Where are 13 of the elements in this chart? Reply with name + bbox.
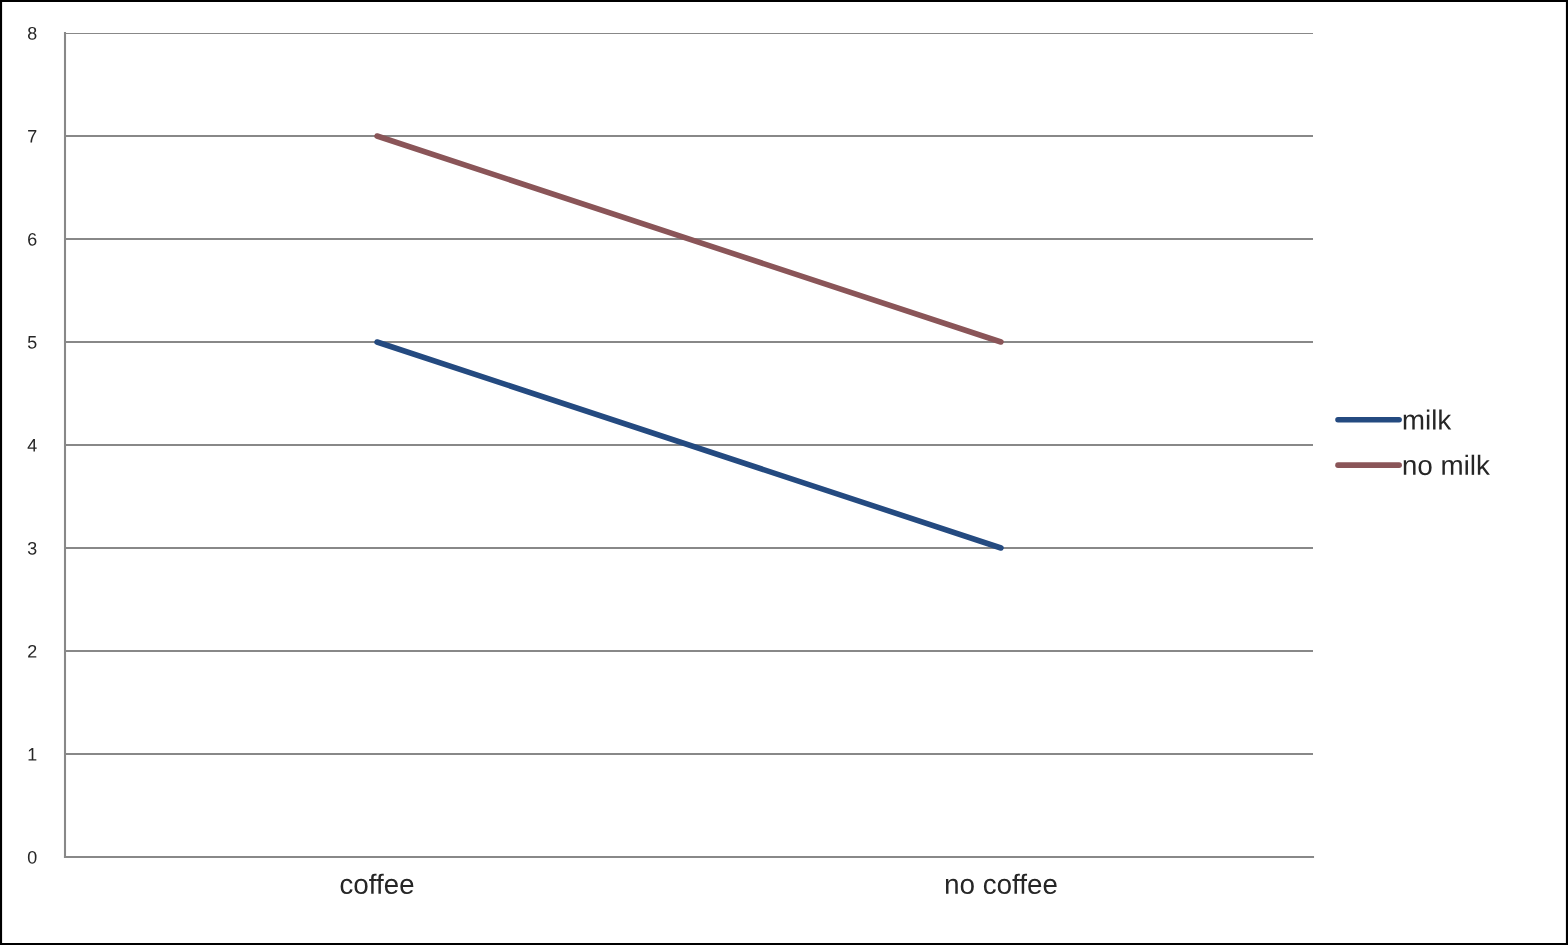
y-tick-label: 2 xyxy=(28,644,37,658)
y-tick-label: 6 xyxy=(28,232,37,246)
y-tick-label: 0 xyxy=(27,850,37,864)
y-tick-label: 3 xyxy=(27,541,37,555)
legend-label: no milk xyxy=(1403,454,1490,476)
y-tick-label: 5 xyxy=(27,336,37,349)
legend-label: milk xyxy=(1403,409,1452,430)
y-tick-label: 1 xyxy=(28,748,37,761)
x-tick-label: no coffee xyxy=(945,873,1057,895)
y-tick-label: 7 xyxy=(28,130,37,143)
y-tick-label: 8 xyxy=(27,26,37,40)
y-tick-label: 4 xyxy=(27,439,37,452)
x-tick-label: coffee xyxy=(340,873,414,895)
